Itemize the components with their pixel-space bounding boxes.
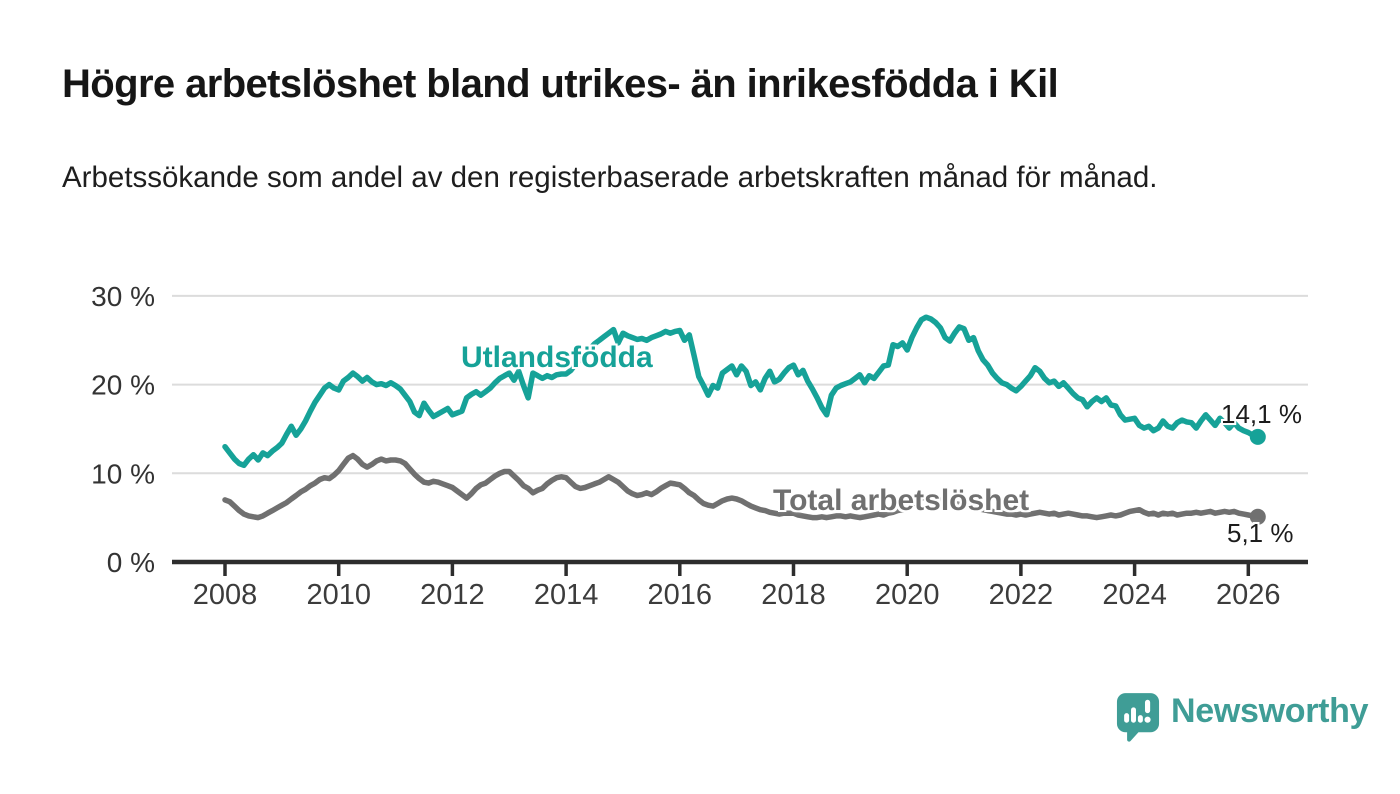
series-line-total-arbetsl-shet (222, 452, 1261, 521)
logo-bar-2 (1131, 707, 1136, 723)
y-axis-label: 10 % (91, 458, 155, 489)
newsworthy-logo-icon (1116, 693, 1160, 742)
series-label-utlandsfodda: Utlandsfödda (461, 341, 653, 374)
chart-title: Högre arbetslöshet bland utrikes- än inr… (62, 62, 1059, 106)
x-axis-label: 2020 (875, 579, 940, 611)
x-axis-label: 2014 (534, 579, 599, 611)
y-axis-label: 0 % (107, 547, 155, 578)
end-dot (1249, 428, 1266, 445)
x-axis-label: 2026 (1216, 579, 1281, 611)
chart-subtitle: Arbetssökande som andel av den registerb… (62, 161, 1158, 194)
x-axis-label: 2010 (306, 579, 371, 611)
x-axis-label: 2008 (193, 579, 258, 611)
logo-exclamation-dot (1144, 716, 1151, 723)
y-axis-label: 20 % (91, 370, 155, 401)
y-axis-label: 30 % (91, 281, 155, 312)
series-line-utlandsf-dda (222, 314, 1261, 469)
x-axis-label: 2012 (420, 579, 485, 611)
newsworthy-logo-text: Newsworthy (1171, 692, 1369, 730)
x-axis-label: 2016 (648, 579, 713, 611)
x-axis-label: 2022 (989, 579, 1054, 611)
logo-exclamation-stem (1144, 699, 1151, 714)
end-value-label-utlandsfodda: 14,1 % (1221, 399, 1302, 429)
newsworthy-logo: Newsworthy (1116, 689, 1369, 742)
logo-bar-1 (1124, 713, 1130, 723)
end-value-label-total: 5,1 % (1227, 518, 1294, 548)
x-axis-label: 2018 (761, 579, 826, 611)
logo-bar-3 (1137, 715, 1143, 723)
series-label-total-arbetsloshet: Total arbetslöshet (773, 484, 1030, 517)
x-axis-label: 2024 (1102, 579, 1167, 611)
end-dot (1249, 508, 1266, 525)
